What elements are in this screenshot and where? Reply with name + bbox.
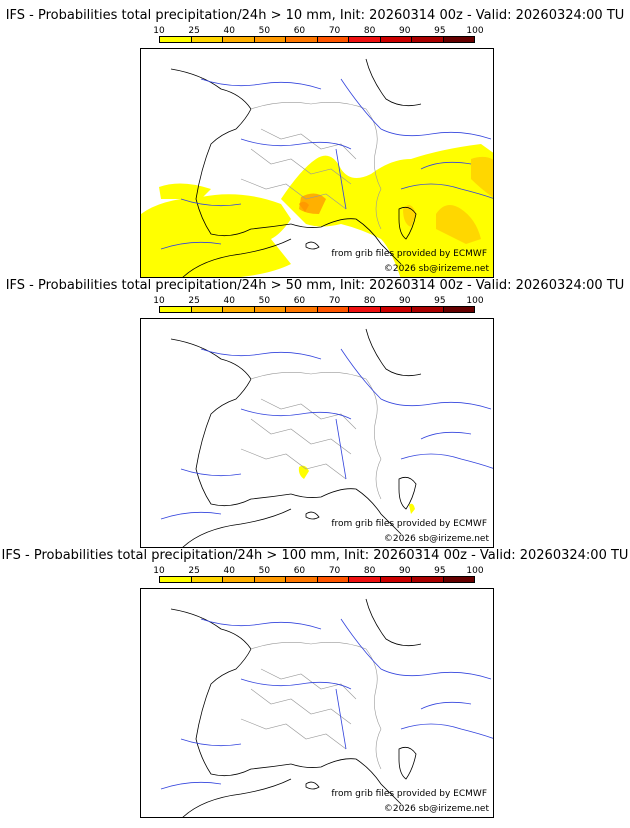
legend-label: 50 — [258, 296, 271, 306]
legend-label: 70 — [328, 566, 341, 576]
panel-title: IFS - Probabilities total precipitation/… — [5, 8, 625, 23]
legend-swatch — [223, 577, 255, 582]
precip-map: from grib files provided by ECMWF ©2026 … — [140, 48, 494, 278]
legend-swatch — [223, 307, 255, 312]
legend-labels: 10 25 40 50 60 70 80 90 95 100 — [148, 296, 496, 306]
legend-swatch — [317, 307, 349, 312]
legend-swatch — [380, 37, 412, 42]
legend-label: 50 — [258, 566, 271, 576]
legend-swatch — [191, 577, 223, 582]
legend-label: 40 — [223, 566, 235, 576]
legend-swatch — [286, 37, 318, 42]
coastlines — [170, 328, 422, 547]
legend-label: 25 — [188, 296, 200, 306]
legend-swatch — [160, 37, 192, 42]
legend-label: 100 — [466, 566, 484, 576]
legend-swatch — [286, 577, 318, 582]
precip-map: from grib files provided by ECMWF ©2026 … — [140, 588, 494, 818]
legend-swatch — [191, 37, 223, 42]
borders — [240, 372, 382, 500]
map-panel-10mm: IFS - Probabilities total precipitation/… — [0, 8, 630, 278]
legend-swatch — [412, 307, 444, 312]
legend-swatch — [160, 577, 192, 582]
legend-label: 100 — [466, 296, 484, 306]
legend-colorbar — [159, 306, 475, 313]
legend-swatch — [349, 577, 381, 582]
legend-label: 60 — [293, 296, 306, 306]
basemap-svg — [160, 598, 493, 817]
legend-colorbar — [159, 36, 475, 43]
map-panel-50mm: IFS - Probabilities total precipitation/… — [0, 278, 630, 548]
legend-swatch — [412, 37, 444, 42]
legend-label: 95 — [434, 296, 446, 306]
legend-swatch — [317, 577, 349, 582]
legend-swatch — [443, 307, 474, 312]
legend-swatch — [349, 307, 381, 312]
basemap-svg — [141, 58, 493, 277]
legend-labels: 10 25 40 50 60 70 80 90 95 100 — [148, 26, 496, 36]
credit-copyright: ©2026 sb@irizeme.net — [383, 804, 489, 814]
legend-label: 50 — [258, 26, 271, 36]
legend-label: 90 — [399, 296, 411, 306]
panel-title: IFS - Probabilities total precipitation/… — [1, 548, 629, 563]
legend-label: 10 — [153, 26, 165, 36]
legend-label: 80 — [363, 26, 376, 36]
borders — [240, 642, 382, 770]
legend-swatch — [191, 307, 223, 312]
legend-label: 80 — [363, 566, 376, 576]
credit-copyright: ©2026 sb@irizeme.net — [383, 264, 489, 274]
legend-label: 60 — [293, 566, 306, 576]
legend-colorbar — [159, 576, 475, 583]
legend-swatch — [443, 37, 474, 42]
legend-label: 10 — [153, 296, 165, 306]
borders — [240, 102, 382, 230]
legend-label: 40 — [223, 296, 235, 306]
legend-swatch — [317, 37, 349, 42]
legend-label: 70 — [328, 296, 341, 306]
credit-grib: from grib files provided by ECMWF — [331, 789, 487, 799]
credit-grib: from grib files provided by ECMWF — [331, 249, 487, 259]
coastlines — [170, 58, 422, 277]
legend-label: 90 — [399, 566, 411, 576]
legend-label: 25 — [188, 26, 200, 36]
legend-swatch — [349, 37, 381, 42]
legend-swatch — [443, 577, 474, 582]
coastlines — [170, 598, 422, 817]
basemap-svg — [160, 328, 493, 547]
legend-swatch — [160, 307, 192, 312]
legend-swatch — [286, 307, 318, 312]
legend-label: 40 — [223, 26, 235, 36]
rivers — [160, 618, 493, 790]
credit-copyright: ©2026 sb@irizeme.net — [383, 534, 489, 544]
rivers — [160, 348, 493, 520]
legend-labels: 10 25 40 50 60 70 80 90 95 100 — [148, 566, 496, 576]
legend-label: 25 — [188, 566, 200, 576]
panel-title: IFS - Probabilities total precipitation/… — [5, 278, 625, 293]
legend-swatch — [254, 37, 286, 42]
legend-swatch — [380, 577, 412, 582]
legend-swatch — [254, 577, 286, 582]
legend-swatch — [254, 307, 286, 312]
legend-swatch — [223, 37, 255, 42]
legend-label: 60 — [293, 26, 306, 36]
rivers — [160, 78, 493, 250]
legend-label: 80 — [363, 296, 376, 306]
legend-label: 90 — [399, 26, 411, 36]
legend-label: 95 — [434, 26, 446, 36]
credit-grib: from grib files provided by ECMWF — [331, 519, 487, 529]
legend-label: 70 — [328, 26, 341, 36]
legend-swatch — [380, 307, 412, 312]
map-panel-100mm: IFS - Probabilities total precipitation/… — [0, 548, 630, 818]
legend-label: 10 — [153, 566, 165, 576]
legend-label: 95 — [434, 566, 446, 576]
legend-label: 100 — [466, 26, 484, 36]
legend-swatch — [412, 577, 444, 582]
precip-map: from grib files provided by ECMWF ©2026 … — [140, 318, 494, 548]
